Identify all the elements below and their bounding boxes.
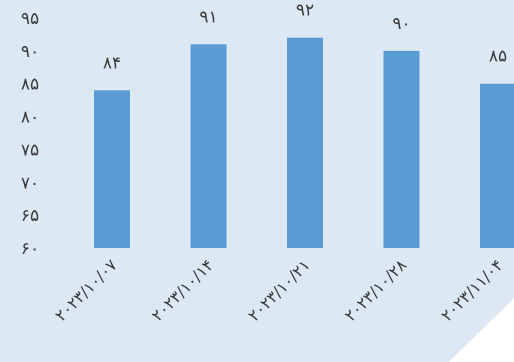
y-tick-label: ۸۰ [21, 108, 39, 128]
bar [383, 50, 420, 248]
data-label: ۹۰ [392, 14, 410, 34]
y-tick-label: ۷۰ [21, 173, 39, 193]
bars [94, 37, 514, 249]
y-tick-label: ۶۰ [21, 239, 39, 259]
y-tick-label: ۸۵ [21, 75, 39, 95]
data-labels: ۸۴ ۹۱ ۹۲ ۹۰ ۸۵ [103, 1, 507, 74]
bar [480, 83, 514, 248]
bar [94, 90, 130, 249]
y-tick-label: ۹۰ [21, 42, 39, 62]
y-tick-label: ۹۵ [21, 9, 39, 29]
bar [287, 37, 323, 248]
y-tick-label: ۷۵ [21, 140, 39, 160]
bar [190, 44, 227, 249]
data-label: ۹۲ [296, 1, 314, 21]
y-axis: ۶۰ ۶۵ ۷۰ ۷۵ ۸۰ ۸۵ ۹۰ ۹۵ [21, 9, 39, 259]
y-tick-label: ۶۵ [21, 206, 39, 226]
data-label: ۸۵ [489, 47, 507, 67]
data-label: ۸۴ [103, 53, 121, 73]
data-label: ۹۱ [199, 7, 217, 27]
